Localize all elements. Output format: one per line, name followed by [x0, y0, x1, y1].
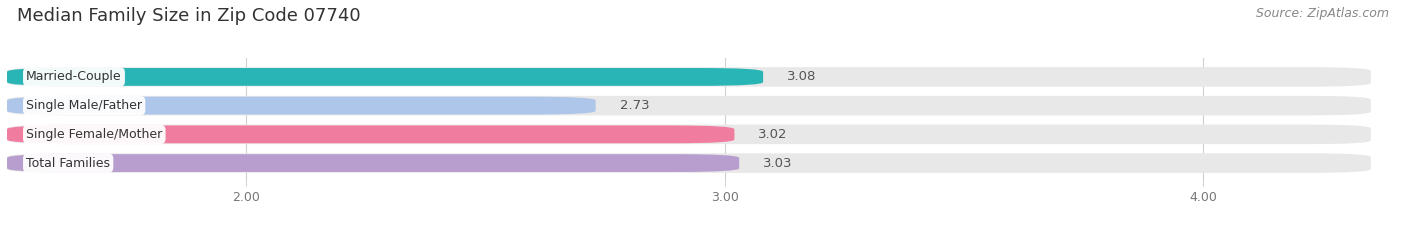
Text: 3.02: 3.02	[758, 128, 787, 141]
FancyBboxPatch shape	[7, 68, 763, 86]
Text: 3.03: 3.03	[763, 157, 793, 170]
FancyBboxPatch shape	[7, 153, 1371, 173]
Text: 2.73: 2.73	[620, 99, 650, 112]
Text: Median Family Size in Zip Code 07740: Median Family Size in Zip Code 07740	[17, 7, 360, 25]
FancyBboxPatch shape	[7, 125, 1371, 144]
Text: Single Male/Father: Single Male/Father	[27, 99, 142, 112]
FancyBboxPatch shape	[7, 67, 1371, 87]
FancyBboxPatch shape	[7, 96, 1371, 115]
Text: Single Female/Mother: Single Female/Mother	[27, 128, 163, 141]
FancyBboxPatch shape	[7, 97, 596, 115]
Text: Source: ZipAtlas.com: Source: ZipAtlas.com	[1256, 7, 1389, 20]
Text: 3.08: 3.08	[787, 70, 817, 83]
FancyBboxPatch shape	[7, 154, 740, 172]
Text: Married-Couple: Married-Couple	[27, 70, 122, 83]
FancyBboxPatch shape	[7, 125, 734, 143]
Text: Total Families: Total Families	[27, 157, 110, 170]
